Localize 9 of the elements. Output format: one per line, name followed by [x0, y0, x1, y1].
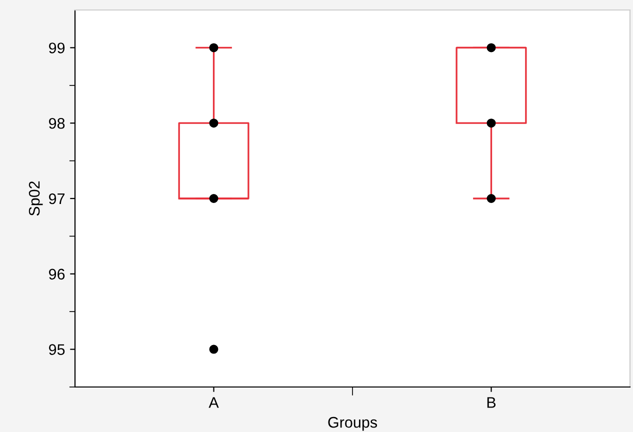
x-tick-label: A: [208, 397, 219, 408]
y-tick-label: 99: [49, 42, 65, 54]
x-tick-label: B: [487, 397, 496, 408]
y-tick-label: 97: [49, 193, 65, 204]
y-tick-label: 98: [49, 118, 65, 129]
y-tick-label: 96: [49, 268, 65, 280]
x-axis-title: Groups: [328, 416, 377, 431]
y-axis-title: Sp02: [28, 181, 43, 216]
y-tick-label: 95: [49, 344, 65, 355]
